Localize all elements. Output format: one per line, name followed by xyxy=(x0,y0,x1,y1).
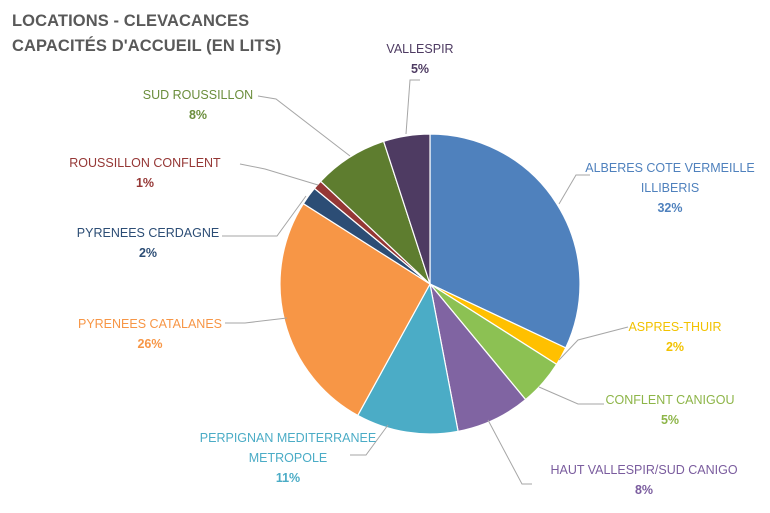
chart-title-line-2: CAPACITÉS D'ACCUEIL (EN LITS) xyxy=(12,37,282,55)
data-label-1: ALBERES COTE VERMEILLE ILLIBERIS 32% xyxy=(585,161,755,215)
data-label-7: PYRENEES CERDAGNE 2% xyxy=(77,226,219,260)
data-label-3: CONFLENT CANIGOU 5% xyxy=(606,393,735,427)
data-label-9: SUD ROUSSILLON 8% xyxy=(143,88,253,122)
leader-line-3 xyxy=(538,386,604,405)
pie-slice-10 xyxy=(382,133,431,285)
data-label-10: VALLESPIR 5% xyxy=(386,42,453,76)
data-label-2: ASPRES-THUIR 2% xyxy=(628,320,721,354)
leader-line-5 xyxy=(350,424,389,456)
leader-line-2 xyxy=(558,326,629,361)
leader-line-1 xyxy=(558,174,590,205)
data-labels: ALBERES COTE VERMEILLE ILLIBERIS 32% ASPRES… xyxy=(69,42,754,497)
leader-line-9 xyxy=(257,95,351,157)
leader-line-4 xyxy=(487,419,532,485)
data-label-4: HAUT VALLESPIR/SUD CANIGO 8% xyxy=(550,463,737,497)
leader-line-7 xyxy=(222,195,307,237)
pie-slices xyxy=(279,133,581,435)
leader-line-10 xyxy=(405,79,420,135)
leader-line-8 xyxy=(239,163,319,186)
data-label-6: PYRENEES CATALANES 26% xyxy=(78,317,222,351)
leader-line-6 xyxy=(225,317,288,324)
data-label-8: ROUSSILLON CONFLENT 1% xyxy=(69,156,221,190)
pie-slice-6 xyxy=(279,202,431,417)
leader-lines xyxy=(222,79,629,485)
chart-title: LOCATIONS - CLEVACANCES CAPACITÉS D'ACCU… xyxy=(12,9,281,59)
pie-slice-5 xyxy=(356,282,459,435)
chart-title-line-1: LOCATIONS - CLEVACANCES xyxy=(12,12,250,30)
data-label-5: PERPIGNAN MEDITERRANEE METROPOLE 11% xyxy=(200,431,376,485)
pie-slice-1 xyxy=(429,133,581,349)
